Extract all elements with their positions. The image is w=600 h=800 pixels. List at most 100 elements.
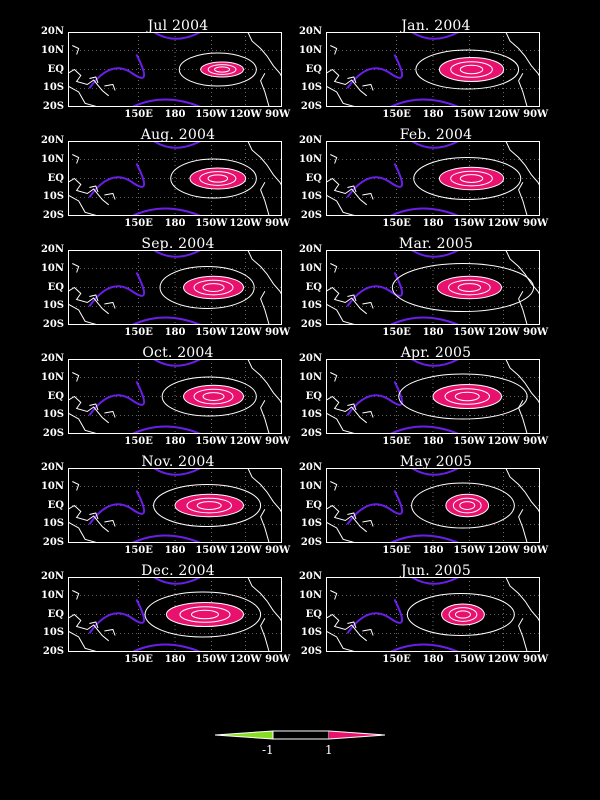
lat-label: 20N [40, 462, 64, 473]
colorbar-neutral-segment [272, 730, 330, 740]
lat-label: 10N [40, 480, 64, 492]
lon-label: 90W [265, 545, 291, 556]
map-frame [68, 32, 282, 107]
lat-label: 10N [298, 153, 322, 165]
map-plot [68, 468, 282, 543]
lat-label: 20S [300, 537, 322, 548]
outer-contour [144, 591, 262, 638]
panel-title: Jul 2004 [147, 18, 209, 34]
lat-label: EQ [47, 281, 64, 293]
positive-anomaly [438, 57, 505, 82]
map-panel: Dec. 2004 20N 10N EQ 10S 20S 150E 180 150W 120W 90… [30, 563, 330, 675]
lat-label: 20S [42, 101, 64, 112]
lat-label: 20N [40, 244, 64, 255]
map-panel: Sep. 2004 20N 10N EQ 10S 20S 150E 180 150W 120W 90… [30, 236, 330, 348]
map-panel: Feb. 2004 20N 10N EQ 10S 20S 150E 180 150W 120W 90… [288, 127, 588, 239]
lat-label: 20S [42, 428, 64, 439]
coastline [326, 577, 540, 652]
negative-contour [88, 32, 202, 107]
lat-label: 20S [300, 319, 322, 330]
lon-label: 150E [382, 654, 411, 665]
grid-lines [68, 577, 282, 652]
lat-label: 10S [42, 82, 64, 94]
inner-contour [459, 64, 484, 75]
grid-lines [326, 141, 540, 216]
lat-label: 20S [300, 210, 322, 221]
lat-label: 10N [298, 262, 322, 274]
lat-label: 20N [298, 462, 322, 473]
map-plot [68, 141, 282, 216]
map-frame [68, 359, 282, 434]
map-plot [326, 359, 540, 434]
lon-label: 150W [195, 545, 228, 556]
outer-contour [406, 593, 515, 636]
positive-anomaly [165, 602, 244, 627]
map-frame [68, 250, 282, 325]
lat-label: 10N [298, 371, 322, 383]
inner-contour [454, 391, 480, 402]
lon-label: 120W [229, 654, 262, 665]
lon-label: 90W [523, 545, 549, 556]
map-panel: Jun. 2005 20N 10N EQ 10S 20S 150E 180 150W 120W 90… [288, 563, 588, 675]
panel-title: Apr. 2005 [400, 345, 472, 361]
lon-label: 90W [265, 654, 291, 665]
lat-label: 10S [42, 409, 64, 421]
map-frame [68, 468, 282, 543]
lat-label: 20N [298, 571, 322, 582]
panel-title: Mar. 2005 [398, 236, 474, 252]
lon-label: 150E [382, 327, 411, 338]
lat-label: 10N [40, 153, 64, 165]
negative-contour [346, 359, 460, 434]
inner-contour [179, 606, 231, 623]
map-plot [68, 577, 282, 652]
lat-label: EQ [305, 499, 322, 511]
lon-label: 120W [229, 545, 262, 556]
panel-title: Aug. 2004 [140, 127, 216, 143]
map-frame [326, 250, 540, 325]
lat-label: EQ [47, 63, 64, 75]
lat-label: EQ [47, 608, 64, 620]
lat-label: EQ [305, 608, 322, 620]
lat-label: 20S [300, 101, 322, 112]
negative-contour [346, 141, 460, 216]
outer-contour [159, 266, 255, 309]
positive-anomaly [432, 384, 502, 409]
lon-label: 180 [164, 654, 186, 665]
outer-contour [391, 263, 535, 312]
colorbar: -1 1 [214, 728, 386, 768]
outer-contour [153, 484, 262, 527]
lat-label: EQ [305, 281, 322, 293]
lon-label: 90W [265, 218, 291, 229]
lat-label: EQ [47, 390, 64, 402]
coastline [68, 359, 282, 434]
lon-label: 150E [124, 327, 153, 338]
panel-title: May 2005 [399, 454, 473, 470]
panel-title: Jan. 2004 [401, 18, 471, 34]
lon-label: 180 [422, 109, 444, 120]
lon-label: 180 [164, 218, 186, 229]
panel-title: Oct. 2004 [142, 345, 214, 361]
panel-title: Nov. 2004 [141, 454, 215, 470]
negative-contour [88, 359, 202, 434]
lat-label: 20S [300, 428, 322, 439]
positive-anomaly [189, 167, 247, 190]
lat-label: 20S [42, 210, 64, 221]
lat-label: EQ [47, 172, 64, 184]
inner-contour [448, 607, 478, 622]
lon-label: 180 [422, 545, 444, 556]
lon-label: 180 [164, 327, 186, 338]
lon-label: 150E [124, 654, 153, 665]
lon-label: 120W [229, 109, 262, 120]
lon-label: 90W [265, 109, 291, 120]
coastline [326, 141, 540, 216]
inner-contour [459, 501, 476, 510]
lon-label: 120W [487, 545, 520, 556]
lat-label: EQ [305, 172, 322, 184]
lon-label: 90W [523, 436, 549, 447]
lat-label: 10S [42, 627, 64, 639]
lon-label: 180 [422, 436, 444, 447]
map-frame [326, 141, 540, 216]
coastline [326, 359, 540, 434]
lon-label: 150E [124, 218, 153, 229]
grid-lines [68, 141, 282, 216]
